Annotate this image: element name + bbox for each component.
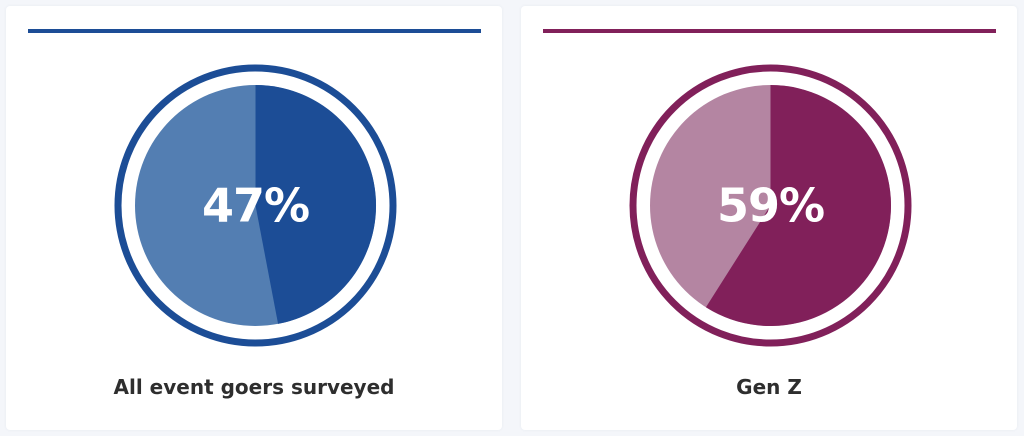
pie-outer-ring (629, 64, 912, 347)
chart-caption: Gen Z (736, 375, 802, 399)
card-top-rule (28, 29, 481, 33)
chart-caption: All event goers surveyed (113, 375, 395, 399)
chart-card-all-event-goers: 47% All event goers surveyed (6, 6, 502, 430)
percentage-label: 47% (202, 179, 309, 233)
pie-chart: 59% (629, 64, 912, 347)
pie-chart: 47% (114, 64, 397, 347)
percentage-label: 59% (717, 179, 824, 233)
card-top-rule (543, 29, 996, 33)
chart-card-gen-z: 59% Gen Z (521, 6, 1017, 430)
pie-outer-ring (114, 64, 397, 347)
pie-slice-value (255, 85, 377, 324)
pie-slice-value (705, 85, 891, 326)
